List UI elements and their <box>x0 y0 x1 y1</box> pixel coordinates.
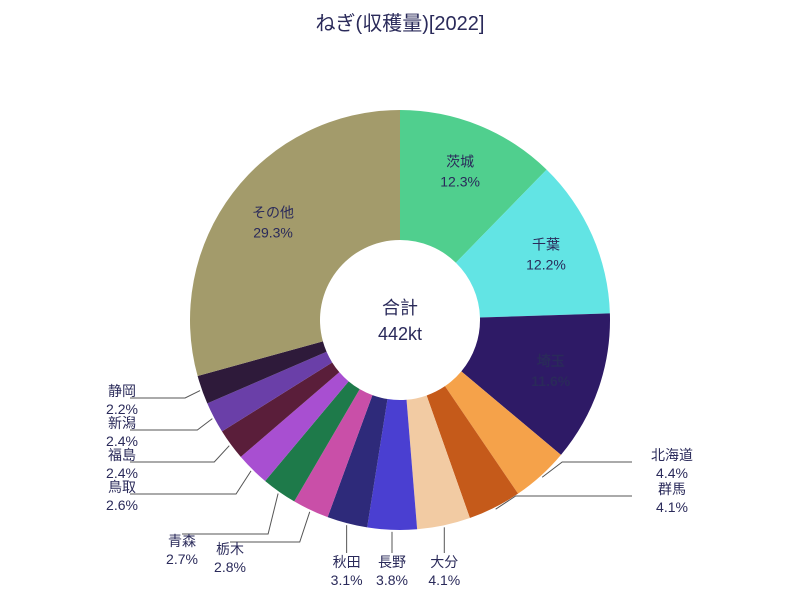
leader-line <box>130 471 251 494</box>
leader-line <box>496 496 632 509</box>
slice-label-5: 大分 4.1% <box>428 554 460 588</box>
slice-14 <box>190 110 400 376</box>
svg-text:秋田: 秋田 <box>333 554 361 570</box>
svg-text:長野: 長野 <box>378 554 406 570</box>
svg-text:3.8%: 3.8% <box>376 572 408 588</box>
svg-text:11.6%: 11.6% <box>531 373 570 389</box>
svg-text:2.4%: 2.4% <box>106 465 138 481</box>
slice-label-9: 青森 2.7% <box>166 533 198 567</box>
svg-text:栃木: 栃木 <box>216 541 244 557</box>
svg-text:4.1%: 4.1% <box>428 572 460 588</box>
svg-text:静岡: 静岡 <box>108 383 136 399</box>
slice-label-7: 秋田 3.1% <box>331 554 363 588</box>
slice-label-11: 福島 2.4% <box>106 447 138 481</box>
svg-text:北海道: 北海道 <box>651 447 693 463</box>
leader-line <box>130 391 200 398</box>
slice-label-3: 北海道 4.4% <box>651 447 693 481</box>
svg-text:4.1%: 4.1% <box>656 499 688 515</box>
svg-text:2.2%: 2.2% <box>106 401 138 417</box>
svg-text:福島: 福島 <box>108 447 136 463</box>
svg-text:29.3%: 29.3% <box>253 224 293 240</box>
svg-text:新潟: 新潟 <box>108 415 136 431</box>
svg-text:12.2%: 12.2% <box>526 257 566 273</box>
svg-text:千葉: 千葉 <box>532 237 560 253</box>
svg-text:12.3%: 12.3% <box>440 173 480 189</box>
svg-text:その他: その他 <box>252 204 294 220</box>
svg-text:3.1%: 3.1% <box>331 572 363 588</box>
svg-text:2.4%: 2.4% <box>106 433 138 449</box>
svg-text:2.7%: 2.7% <box>166 551 198 567</box>
svg-text:鳥取: 鳥取 <box>108 479 136 495</box>
slice-label-6: 長野 3.8% <box>376 554 408 588</box>
svg-text:埼玉: 埼玉 <box>537 353 565 369</box>
svg-text:2.6%: 2.6% <box>106 497 138 513</box>
leader-line <box>130 446 229 462</box>
svg-text:茨城: 茨城 <box>446 153 474 169</box>
svg-text:4.4%: 4.4% <box>656 465 688 481</box>
slice-label-10: 鳥取 2.6% <box>106 479 138 513</box>
leader-line <box>182 493 278 534</box>
center-label-top: 合計 <box>382 298 418 318</box>
svg-text:大分: 大分 <box>430 554 458 570</box>
donut-chart: ねぎ(収穫量)[2022] 茨城 12.3% 千葉 12.2% 埼玉 11.6% その他 29.… <box>0 0 800 600</box>
leader-line <box>130 419 212 430</box>
slice-label-4: 群馬 4.1% <box>656 481 688 515</box>
svg-text:青森: 青森 <box>168 533 196 549</box>
center-label-bottom: 442kt <box>378 324 422 344</box>
svg-text:2.8%: 2.8% <box>214 559 246 575</box>
slice-label-13: 静岡 2.2% <box>106 383 138 417</box>
chart-title: ねぎ(収穫量)[2022] <box>316 12 485 35</box>
svg-text:群馬: 群馬 <box>658 481 686 497</box>
slice-label-12: 新潟 2.4% <box>106 415 138 449</box>
leader-line <box>542 462 632 477</box>
slice-label-8: 栃木 2.8% <box>214 541 246 575</box>
